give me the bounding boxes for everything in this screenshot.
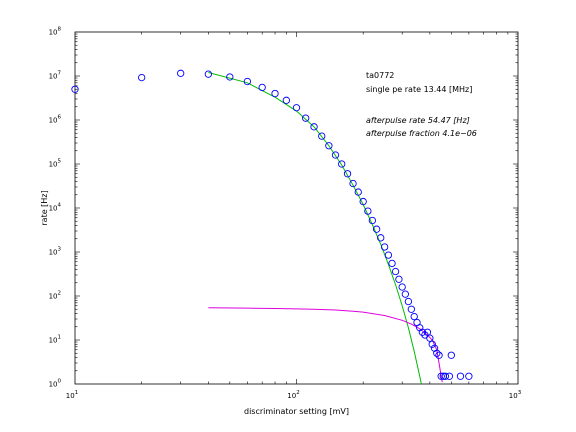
data-point — [426, 334, 434, 342]
data-point — [302, 114, 310, 122]
annotation-run-id: ta0772 — [366, 71, 394, 80]
data-point — [177, 69, 185, 77]
data-point — [395, 275, 403, 283]
data-point — [433, 349, 441, 357]
data-point — [380, 243, 389, 251]
data-point — [364, 207, 372, 215]
data-point — [430, 344, 439, 352]
data-point — [447, 351, 455, 359]
data-point — [465, 372, 473, 380]
data-point — [354, 188, 362, 196]
data-point — [271, 89, 279, 98]
data-point — [423, 328, 432, 336]
data-point — [318, 132, 326, 140]
x-tick-label: 102 — [287, 390, 299, 400]
fit-curve-afterpulse — [208, 307, 443, 383]
data-point — [138, 73, 146, 82]
data-point — [398, 283, 406, 291]
data-point — [349, 179, 357, 188]
data-point — [359, 197, 367, 206]
data-point — [428, 340, 436, 348]
data-point — [384, 251, 393, 259]
data-point — [282, 96, 291, 104]
data-point — [441, 372, 450, 380]
data-point — [456, 372, 465, 380]
data-point — [437, 372, 445, 380]
y-tick-label: 102 — [49, 291, 61, 301]
annotation-afterpulse-fraction: afterpulse fraction 4.1e−06 — [366, 129, 477, 138]
data-point — [310, 123, 318, 131]
data-markers — [71, 69, 473, 380]
data-point — [372, 225, 381, 233]
y-tick-label: 100 — [49, 379, 62, 389]
data-point — [368, 216, 376, 225]
data-point — [377, 234, 385, 242]
y-tick-label: 106 — [49, 115, 62, 125]
data-point — [243, 77, 252, 86]
y-axis-label: rate [Hz] — [40, 190, 49, 225]
x-tick-label: 103 — [509, 390, 522, 400]
data-point — [204, 70, 213, 78]
annotation-afterpulse-rate: afterpulse rate 54.47 [Hz] — [366, 116, 470, 125]
data-point — [71, 85, 79, 93]
axis-ticks — [75, 32, 518, 384]
data-point — [343, 170, 352, 178]
y-tick-label: 103 — [49, 247, 62, 257]
y-tick-label: 107 — [49, 71, 62, 81]
data-point — [258, 83, 266, 92]
data-point — [325, 142, 333, 150]
data-point — [338, 160, 346, 168]
data-point — [435, 351, 443, 359]
x-axis-label: discriminator setting [mV] — [244, 407, 349, 416]
data-point — [331, 151, 340, 159]
data-point — [292, 104, 301, 112]
data-point — [391, 267, 400, 276]
x-tick-label: 101 — [66, 390, 78, 400]
y-tick-label: 104 — [49, 203, 62, 213]
data-point — [445, 372, 454, 380]
data-point — [388, 259, 396, 268]
annotation-single-pe-rate: single pe rate 13.44 [MHz] — [366, 85, 472, 94]
data-point — [410, 312, 418, 321]
axis-tick-labels: 101 102 103 100 101 102 103 104 105 106 107 108 — [49, 27, 522, 401]
data-point — [401, 290, 409, 298]
y-tick-label: 108 — [49, 27, 62, 37]
data-point — [226, 73, 234, 81]
y-tick-label: 105 — [49, 159, 62, 169]
data-point — [407, 305, 415, 313]
y-tick-label: 101 — [49, 335, 61, 345]
data-point — [404, 297, 413, 306]
